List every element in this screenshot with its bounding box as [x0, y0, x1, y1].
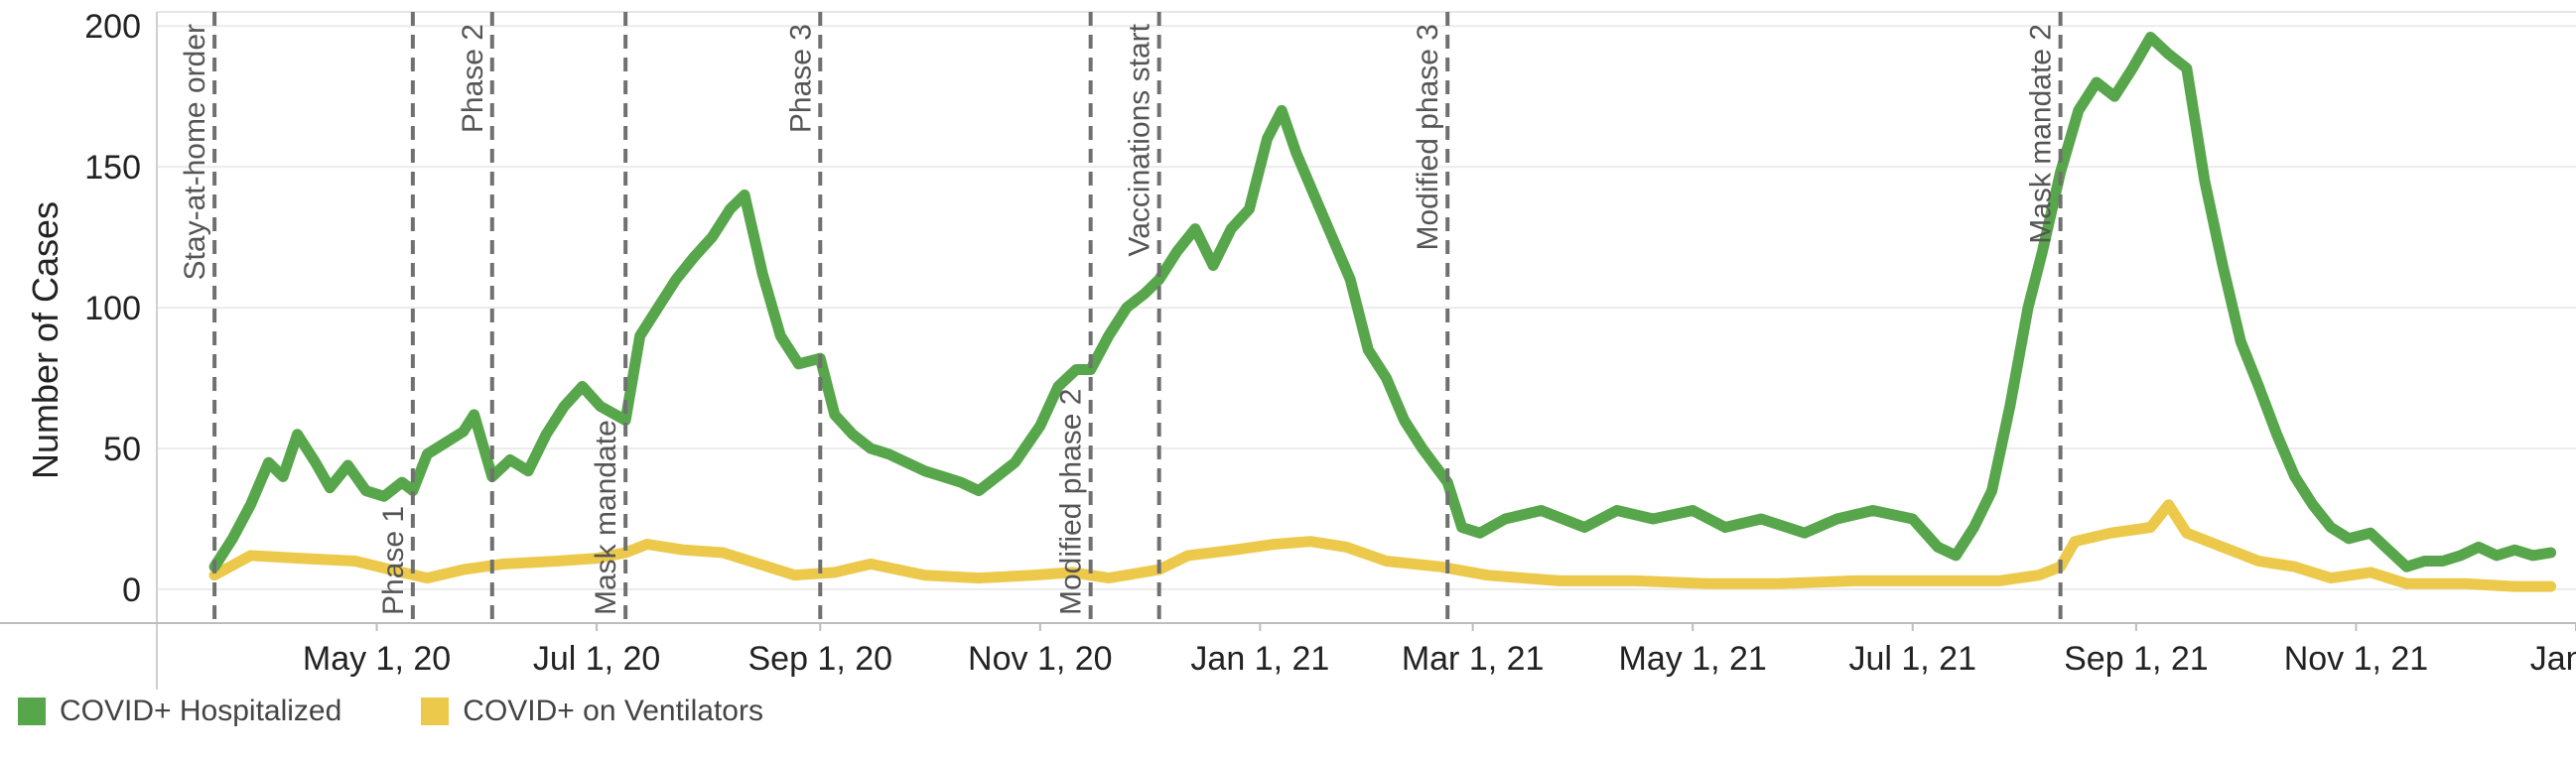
y-axis-title: Number of Cases	[25, 201, 66, 479]
x-tick-label: Jan 1, 21	[1190, 640, 1329, 678]
x-tick-label: Mar 1, 21	[1402, 640, 1545, 678]
event-label: Modified phase 3	[1412, 24, 1444, 251]
event-label: Phase 3	[784, 24, 817, 133]
y-tick-label: 0	[122, 571, 141, 609]
tick-labels: 0 50 100 150 200 May 1, 20 Jul 1, 20 Sep 1, 20 N…	[84, 8, 2576, 678]
x-tick-label: Jul 1, 20	[533, 640, 661, 678]
axes	[0, 12, 2576, 690]
event-label: Modified phase 2	[1055, 389, 1088, 616]
legend: COVID+ Hospitalized COVID+ on Ventilator…	[18, 695, 843, 728]
legend-item-hospitalized[interactable]: COVID+ Hospitalized	[18, 695, 341, 728]
y-tick-label: 100	[84, 290, 141, 327]
x-tick-label: May 1, 21	[1619, 640, 1767, 678]
event-label: Phase 1	[377, 506, 410, 615]
legend-label-hospitalized: COVID+ Hospitalized	[60, 695, 342, 727]
x-tick-label: Sep 1, 20	[747, 640, 892, 678]
legend-item-ventilators[interactable]: COVID+ on Ventilators	[421, 695, 763, 728]
legend-swatch-hospitalized	[18, 698, 46, 725]
y-tick-label: 50	[103, 431, 141, 468]
y-tick-label: 150	[84, 149, 141, 187]
x-tick-label: Jan 1,	[2530, 640, 2576, 678]
event-label: Mask mandate	[590, 420, 622, 615]
series-line-ventilators[interactable]	[208, 499, 2557, 592]
event-label: Mask mandate 2	[2025, 24, 2058, 244]
legend-label-ventilators: COVID+ on Ventilators	[463, 695, 763, 727]
x-tick-label: May 1, 20	[303, 640, 451, 678]
line-chart: Stay-at-home order Phase 1 Phase 2 Mask man…	[0, 8, 2576, 690]
x-tick-label: Sep 1, 21	[2064, 640, 2209, 678]
series-line-hospitalized[interactable]	[208, 32, 2557, 572]
x-tick-label: Nov 1, 20	[968, 640, 1113, 678]
legend-swatch-ventilators	[421, 698, 450, 725]
gridlines	[157, 11, 2576, 590]
event-label: Stay-at-home order	[179, 24, 211, 280]
x-tick-label: Jul 1, 21	[1848, 640, 1976, 678]
series-layer	[208, 32, 2557, 592]
event-label: Vaccinations start	[1124, 23, 1156, 256]
y-tick-label: 200	[84, 8, 141, 46]
event-label: Phase 2	[457, 24, 489, 133]
x-tick-label: Nov 1, 21	[2284, 640, 2429, 678]
event-markers: Stay-at-home order Phase 1 Phase 2 Mask man…	[179, 12, 2063, 623]
